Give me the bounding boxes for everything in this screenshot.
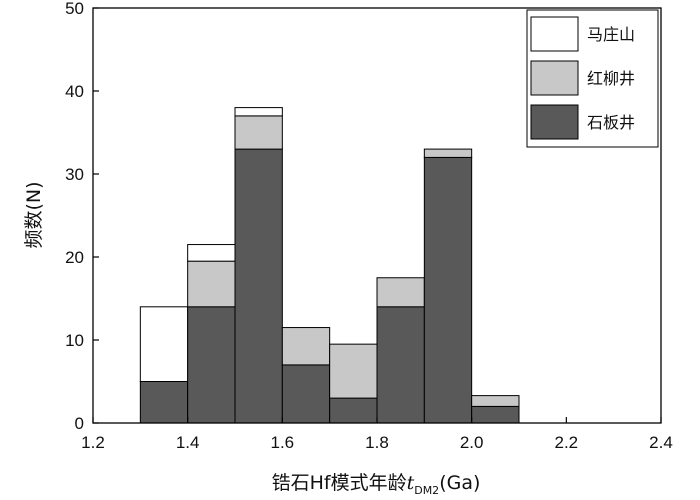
bar-segment-0-2 [234,148,283,424]
y-tick-label-3: 30 [65,165,84,184]
x-axis-title: 锆石Hf模式年龄tDM2(Ga) [272,472,481,497]
legend-swatch-2 [530,104,579,140]
legend-swatch-1 [530,60,579,96]
x-tick-label-5: 2.2 [555,433,579,452]
bar-segment-1-6 [423,148,473,158]
bars-layer [139,107,520,424]
y-tick-label-5: 50 [65,0,84,18]
ticks-layer: 1.2 1.4 1.6 1.8 2.0 2.2 2.4 0 10 20 30 40 50 [65,0,673,452]
y-tick-label-1: 10 [65,331,84,350]
bar-segment-2-2 [234,107,283,117]
y-tick-label-4: 40 [65,82,84,101]
bar-segment-0-1 [187,306,236,424]
bar-segment-0-7 [471,405,520,424]
bar-segment-2-1 [187,244,236,262]
y-tick-label-0: 0 [75,414,84,433]
bar-segment-1-4 [329,343,378,399]
bar-segment-0-0 [139,381,189,424]
x-axis-title-variable: t [407,472,415,494]
legend-label-0: 马庄山 [587,25,635,44]
x-tick-label-0: 1.2 [81,433,105,452]
bar-segment-0-4 [329,397,378,424]
y-tick-label-2: 20 [65,248,84,267]
bar-segment-1-2 [234,115,283,150]
bar-segment-1-1 [187,260,236,308]
legend-label-1: 红柳井 [587,69,635,88]
bar-segment-2-0 [139,306,189,382]
x-tick-label-6: 2.4 [649,433,673,452]
legend-swatch-0 [530,16,579,52]
x-tick-label-4: 2.0 [460,433,484,452]
x-axis-title-subscript: DM2 [414,484,439,497]
bar-segment-0-3 [281,364,331,424]
bar-segment-1-7 [471,395,520,407]
bar-segment-0-6 [423,156,473,424]
x-tick-label-1: 1.4 [176,433,200,452]
bar-segment-1-5 [376,277,425,308]
x-axis-title-unit: (Ga) [439,472,480,494]
legend-label-2: 石板井 [587,113,635,132]
x-tick-label-2: 1.6 [271,433,295,452]
x-axis-title-main: 锆石Hf模式年龄 [272,472,407,494]
bar-segment-0-5 [376,306,425,424]
y-axis-title: 频数(N) [23,181,45,248]
bar-segment-1-3 [281,327,331,366]
x-tick-label-3: 1.8 [365,433,389,452]
